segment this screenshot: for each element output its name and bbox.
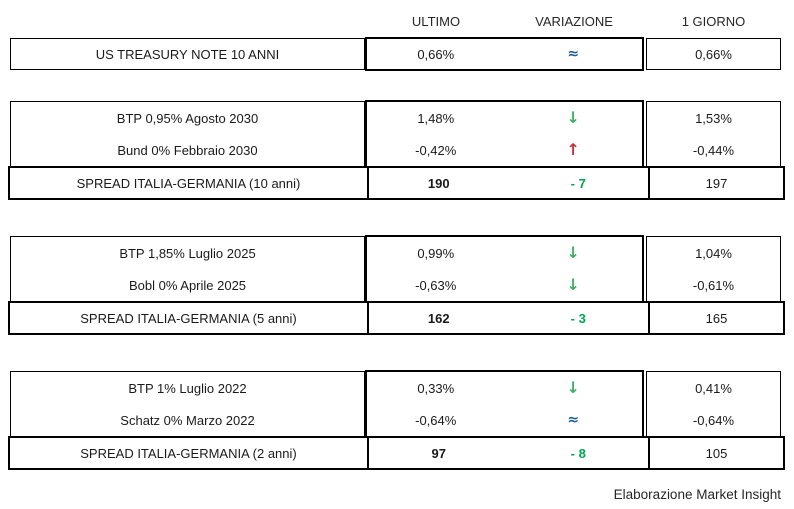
variation-down-icon: ↓ [566, 378, 580, 397]
table-row: 0,33% ↓ [367, 372, 642, 404]
values-box-us-treasury: 0,66% ≈ [365, 37, 644, 71]
ultimo-value: -0,64% [415, 412, 457, 428]
bond-label: BTP 1% Luglio 2022 [128, 380, 247, 396]
label-box-5anni: BTP 1,85% Luglio 2025 Bobl 0% Aprile 202… [10, 236, 365, 302]
giorno-box-2anni: 0,41% -0,64% [646, 371, 781, 437]
table-row: -0,63% ↓ [367, 269, 642, 301]
column-header-variazione: VARIAZIONE [535, 13, 613, 29]
spread-ultimo-value: 162 [427, 310, 450, 326]
ultimo-value: -0,63% [415, 277, 457, 293]
ultimo-value: -0,42% [415, 142, 457, 158]
variation-down-icon: ↓ [566, 275, 580, 294]
bond-label: BTP 0,95% Agosto 2030 [116, 110, 259, 126]
ultimo-value: 1,48% [417, 110, 455, 126]
giorno-box-5anni: 1,04% -0,61% [646, 236, 781, 302]
variation-up-icon: ↑ [566, 140, 580, 159]
ultimo-value: 0,99% [417, 245, 455, 261]
giorno-value: 0,66% [695, 46, 732, 62]
spread-label: SPREAD ITALIA-GERMANIA (5 anni) [10, 303, 369, 333]
spread-variation-value: - 3 [570, 310, 586, 326]
column-header-ultimo: ULTIMO [411, 13, 461, 29]
spread-ultimo-value: 97 [431, 445, 446, 461]
giorno-value: 1,04% [695, 245, 732, 261]
label-box-2anni: BTP 1% Luglio 2022 Schatz 0% Marzo 2022 [10, 371, 365, 437]
bond-label: US TREASURY NOTE 10 ANNI [95, 46, 280, 62]
table-row: -0,42% ↑ [367, 134, 642, 166]
variation-flat-icon: ≈ [567, 46, 580, 62]
giorno-value: 0,41% [695, 380, 732, 396]
spread-label: SPREAD ITALIA-GERMANIA (10 anni) [10, 168, 369, 198]
table-row: 0,99% ↓ [367, 237, 642, 269]
bond-label: Schatz 0% Marzo 2022 [120, 412, 255, 428]
values-box-5anni: 0,99% ↓ -0,63% ↓ [365, 235, 644, 303]
label-box-10anni: BTP 0,95% Agosto 2030 Bund 0% Febbraio 2… [10, 101, 365, 167]
source-credit: Elaborazione Market Insight [613, 487, 781, 502]
bond-label: Bobl 0% Aprile 2025 [128, 277, 247, 293]
ultimo-value: 0,66% [417, 46, 455, 62]
spread-values: 97 - 8 [369, 438, 650, 468]
ultimo-value: 0,33% [417, 380, 455, 396]
giorno-value: -0,61% [692, 277, 735, 293]
table-row: 1,48% ↓ [367, 102, 642, 134]
spread-values: 190 - 7 [369, 168, 650, 198]
spread-giorno-value: 197 [705, 175, 728, 191]
table-row: 0,66% ≈ [367, 39, 642, 69]
giorno-value: 1,53% [695, 110, 732, 126]
spread-row-10anni: SPREAD ITALIA-GERMANIA (10 anni) 190 - 7… [8, 166, 785, 200]
variation-flat-icon: ≈ [567, 412, 580, 428]
spread-label: SPREAD ITALIA-GERMANIA (2 anni) [10, 438, 369, 468]
column-header-1giorno: 1 GIORNO [681, 13, 746, 29]
label-box-us-treasury: US TREASURY NOTE 10 ANNI [10, 38, 365, 70]
spread-variation-value: - 7 [570, 175, 586, 191]
giorno-value: -0,64% [692, 412, 735, 428]
spread-row-2anni: SPREAD ITALIA-GERMANIA (2 anni) 97 - 8 1… [8, 436, 785, 470]
values-box-10anni: 1,48% ↓ -0,42% ↑ [365, 100, 644, 168]
variation-down-icon: ↓ [566, 243, 580, 262]
values-box-2anni: 0,33% ↓ -0,64% ≈ [365, 370, 644, 438]
spread-row-5anni: SPREAD ITALIA-GERMANIA (5 anni) 162 - 3 … [8, 301, 785, 335]
spread-giorno-value: 105 [705, 445, 728, 461]
giorno-value: -0,44% [692, 142, 735, 158]
giorno-box-10anni: 1,53% -0,44% [646, 101, 781, 167]
giorno-box-us-treasury: 0,66% [646, 38, 781, 70]
bond-label: Bund 0% Febbraio 2030 [117, 142, 258, 158]
spread-giorno-value: 165 [705, 310, 728, 326]
spread-values: 162 - 3 [369, 303, 650, 333]
table-row: -0,64% ≈ [367, 404, 642, 436]
spread-ultimo-value: 190 [427, 175, 450, 191]
spread-variation-value: - 8 [570, 445, 586, 461]
variation-down-icon: ↓ [566, 108, 580, 127]
bond-label: BTP 1,85% Luglio 2025 [119, 245, 256, 261]
